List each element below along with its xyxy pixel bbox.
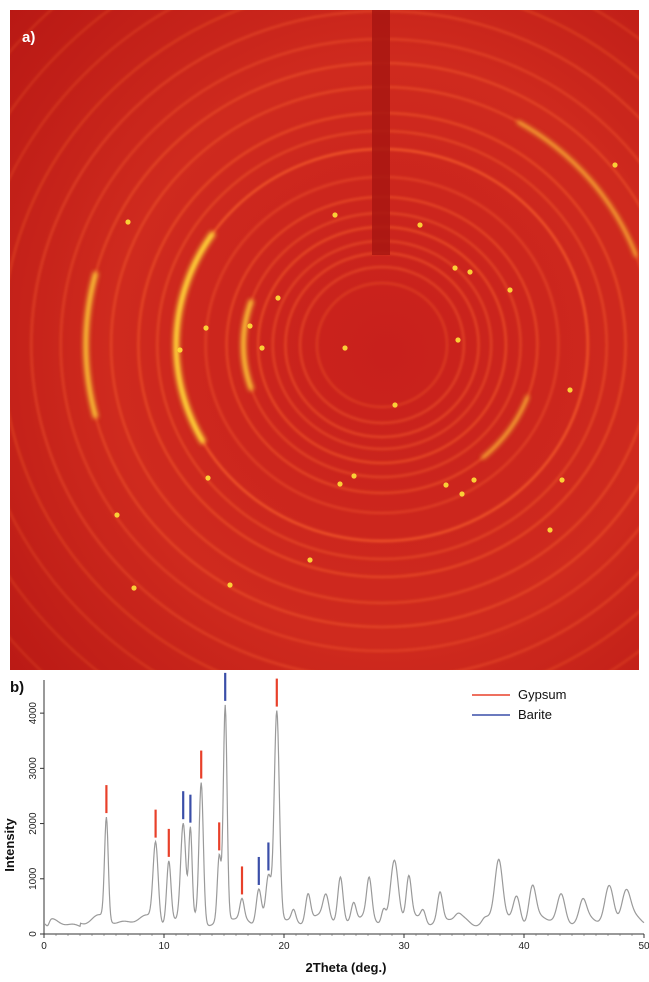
diffraction-spot (417, 222, 423, 228)
bright-arc (480, 395, 530, 460)
panel-a-label: a) (22, 29, 35, 46)
legend-label-barite: Barite (518, 707, 552, 722)
diffraction-spot (259, 345, 265, 351)
bright-arc (240, 298, 255, 392)
x-axis-title: 2Theta (deg.) (306, 960, 387, 975)
diffraction-pattern-image: a) (0, 0, 649, 806)
x-tick-label: 30 (398, 941, 410, 952)
beam-stop-shadow (372, 10, 390, 255)
diffraction-spot (203, 325, 209, 331)
x-tick-label: 0 (41, 941, 47, 952)
diffraction-spot (467, 269, 473, 275)
bright-arc (174, 231, 215, 444)
diffraction-spot (443, 482, 449, 488)
diffraction-spot (247, 323, 253, 329)
legend-label-gypsum: Gypsum (518, 687, 566, 702)
diffraction-spot (307, 557, 313, 563)
y-tick-label: 4000 (28, 702, 39, 725)
y-tick-label: 0 (28, 931, 39, 937)
diffraction-rings: a) (0, 0, 649, 806)
y-axis-title: Intensity (2, 818, 17, 872)
diffraction-spot (567, 387, 573, 393)
x-tick-label: 50 (638, 941, 649, 952)
y-tick-label: 1000 (28, 867, 39, 890)
xrd-chart: b) 0 10 20 30 40 50 0 1000 2000 3000 4000 Gypsum Ba… (0, 670, 649, 977)
diffraction-spot (332, 212, 338, 218)
diffraction-spot (471, 477, 477, 483)
diffraction-spot (351, 473, 357, 479)
diffraction-spot (177, 347, 183, 353)
diffraction-spot (125, 219, 131, 225)
diffraction-spot (114, 512, 120, 518)
bright-arc (83, 271, 99, 419)
diffraction-spot (452, 265, 458, 271)
diffraction-spot (131, 585, 137, 591)
diffraction-ring (299, 265, 466, 425)
diffraction-spot (205, 475, 211, 481)
diffraction-spot (612, 162, 618, 168)
intensity-trace (43, 704, 645, 928)
panel-b-label: b) (10, 679, 24, 696)
x-tick-label: 10 (158, 941, 170, 952)
diffraction-spot (227, 582, 233, 588)
diffraction-spot (337, 481, 343, 487)
y-tick-label: 3000 (28, 757, 39, 780)
diffraction-spot (275, 295, 281, 301)
bright-arc (516, 120, 638, 258)
diffraction-spot (459, 491, 465, 497)
diffraction-spot (455, 337, 461, 343)
diffraction-spot (559, 477, 565, 483)
diffraction-spot (547, 527, 553, 533)
diffraction-spot (392, 402, 398, 408)
diffraction-spot (342, 345, 348, 351)
diffraction-spot (507, 287, 513, 293)
diffraction-ring (315, 281, 449, 409)
y-tick-label: 2000 (28, 812, 39, 835)
x-tick-label: 20 (278, 941, 290, 952)
x-tick-label: 40 (518, 941, 530, 952)
